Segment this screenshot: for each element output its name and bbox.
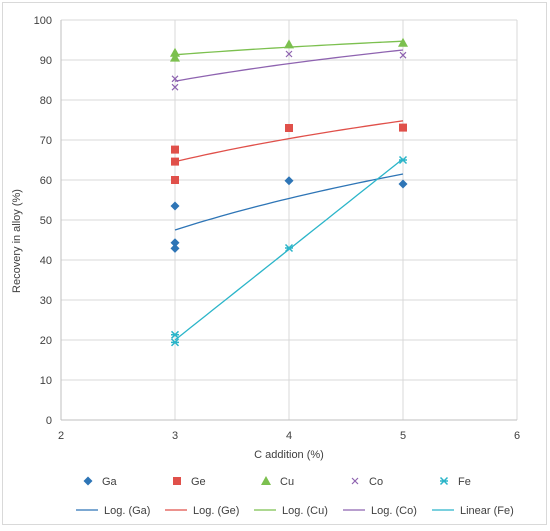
diamond-marker: [170, 201, 180, 211]
legend-label: Co: [369, 476, 383, 488]
trendline-linear-fe: [174, 158, 404, 341]
data-point-fe: [170, 338, 180, 347]
data-point-ga: [170, 243, 180, 253]
legend-marker-cu: [261, 476, 271, 485]
x-tick-label: 6: [514, 430, 520, 442]
diamond-marker: [170, 238, 180, 248]
y-tick-label: 90: [40, 55, 52, 67]
data-point-cu: [170, 47, 180, 57]
data-points: [170, 37, 408, 347]
data-point-ge: [171, 176, 179, 184]
square-marker: [171, 145, 179, 154]
legend-label: Ge: [191, 476, 206, 488]
star-marker: [284, 243, 294, 253]
data-point-cu: [284, 39, 294, 49]
data-point-fe: [398, 155, 408, 165]
square-marker: [173, 477, 181, 485]
data-point-co: [171, 75, 179, 83]
triangle-marker: [398, 37, 408, 47]
star-marker: [439, 476, 449, 486]
x-axis-title: C addition (%): [254, 449, 324, 461]
legend-marker-fe: [439, 476, 449, 486]
x-marker: [171, 83, 179, 91]
gridlines: [61, 19, 518, 420]
x-tick-label: 4: [286, 430, 292, 442]
trendline-log-ga: [174, 173, 404, 231]
legend-marker-ge: [173, 477, 181, 485]
diamond-marker: [284, 176, 294, 186]
y-tick-label: 80: [40, 95, 52, 107]
triangle-marker: [170, 52, 180, 62]
data-point-ge: [285, 124, 293, 132]
data-point-fe: [284, 243, 294, 253]
data-point-ga: [284, 176, 294, 186]
data-point-ga: [170, 201, 180, 211]
data-point-co: [171, 83, 179, 91]
legend-label: Fe: [458, 476, 471, 488]
square-marker: [399, 123, 407, 132]
square-marker: [171, 157, 179, 166]
x-marker: [285, 50, 293, 58]
data-point-co: [285, 50, 293, 58]
diamond-marker: [398, 179, 408, 189]
y-tick-label: 0: [46, 415, 52, 427]
data-point-cu: [170, 52, 180, 62]
x-marker: [351, 477, 359, 485]
y-axis-title: Recovery in alloy (%): [11, 189, 23, 293]
diamond-marker: [170, 243, 180, 253]
legend-label: Linear (Fe): [460, 505, 514, 517]
star-marker: [398, 155, 408, 165]
legend: Ga Ge Cu Co Fe Log. (Ga) Log. (Ge) Log. (Cu) Log…: [76, 476, 514, 517]
data-point-ge: [171, 145, 179, 154]
y-tick-label: 50: [40, 215, 52, 227]
x-tick-label: 5: [400, 430, 406, 442]
y-tick-label: 30: [40, 295, 52, 307]
data-point-ge: [171, 157, 179, 166]
trendline-log-ge: [174, 120, 404, 163]
data-point-fe: [170, 330, 180, 339]
data-point-co: [399, 51, 407, 59]
legend-label: Log. (Co): [371, 505, 417, 517]
square-marker: [285, 124, 293, 132]
y-tick-label: 60: [40, 175, 52, 187]
trendline-log-co: [174, 49, 404, 82]
data-point-ga: [398, 179, 408, 189]
triangle-marker: [261, 476, 271, 485]
x-marker: [171, 75, 179, 83]
triangle-marker: [284, 39, 294, 49]
legend-label: Ga: [102, 476, 118, 488]
y-tick-label: 70: [40, 135, 52, 147]
star-marker: [170, 338, 180, 347]
x-tick-label: 3: [172, 430, 178, 442]
data-point-ga: [170, 238, 180, 248]
legend-label: Log. (Ge): [193, 505, 239, 517]
star-marker: [170, 330, 180, 339]
x-marker: [399, 51, 407, 59]
y-tick-label: 40: [40, 255, 52, 267]
data-point-ge: [399, 123, 407, 132]
triangle-marker: [170, 47, 180, 57]
x-tick-label: 2: [58, 430, 64, 442]
legend-label: Cu: [280, 476, 294, 488]
scatter-chart: 0 10 20 30 40 50 60 70 80 90 100 2 3 4 5 6 Recovery in …: [11, 15, 520, 517]
y-tick-label: 20: [40, 335, 52, 347]
legend-marker-co: [351, 477, 359, 485]
legend-label: Log. (Ga): [104, 505, 150, 517]
axes: 0 10 20 30 40 50 60 70 80 90 100 2 3 4 5 6: [34, 15, 520, 442]
legend-marker-ga: [83, 476, 93, 486]
square-marker: [171, 176, 179, 184]
y-tick-label: 10: [40, 375, 52, 387]
data-point-cu: [398, 37, 408, 47]
y-tick-label: 100: [34, 15, 52, 27]
chart-frame: 0 10 20 30 40 50 60 70 80 90 100 2 3 4 5 6 Recovery in …: [2, 2, 547, 525]
legend-label: Log. (Cu): [282, 505, 328, 517]
diamond-marker: [83, 476, 93, 486]
